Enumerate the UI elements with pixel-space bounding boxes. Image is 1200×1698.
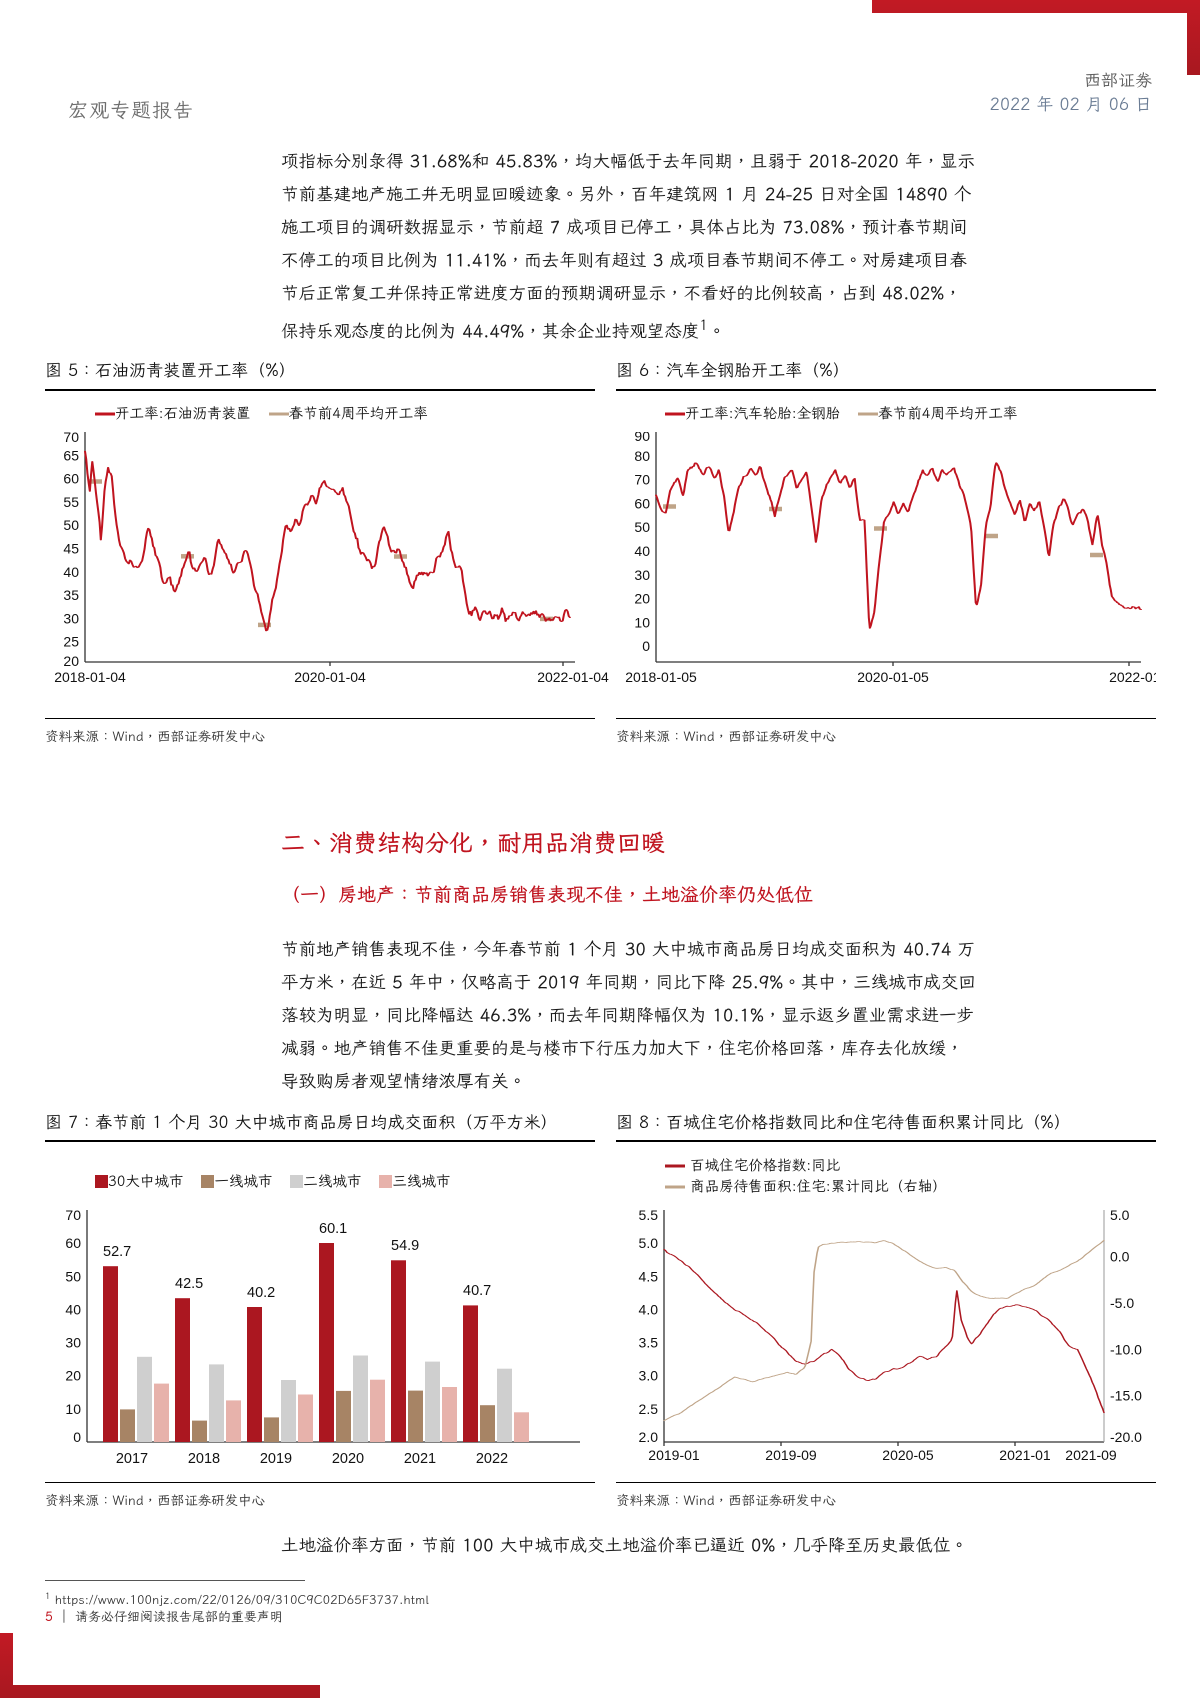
- svg-text:-10.0: -10.0: [1110, 1341, 1142, 1357]
- svg-text:45: 45: [63, 541, 79, 557]
- svg-text:2022: 2022: [476, 1451, 508, 1467]
- svg-text:65: 65: [63, 447, 79, 463]
- svg-text:60.1: 60.1: [319, 1221, 347, 1237]
- svg-text:3.0: 3.0: [639, 1368, 659, 1384]
- svg-text:2020: 2020: [332, 1451, 364, 1467]
- svg-text:70: 70: [63, 429, 79, 445]
- svg-text:2019-01: 2019-01: [648, 1447, 700, 1463]
- svg-text:30: 30: [634, 567, 650, 583]
- svg-text:50: 50: [65, 1268, 81, 1284]
- svg-text:2021-01: 2021-01: [999, 1447, 1051, 1463]
- svg-text:40: 40: [63, 564, 79, 580]
- svg-text:35: 35: [63, 587, 79, 603]
- svg-text:3.5: 3.5: [639, 1335, 659, 1351]
- svg-text:0: 0: [642, 638, 650, 654]
- svg-text:4.0: 4.0: [639, 1301, 659, 1317]
- svg-text:80: 80: [634, 448, 650, 464]
- svg-text:2018: 2018: [188, 1451, 220, 1467]
- svg-text:40: 40: [634, 543, 650, 559]
- svg-text:2021: 2021: [404, 1451, 436, 1467]
- svg-text:2.5: 2.5: [639, 1401, 659, 1417]
- svg-text:5.5: 5.5: [639, 1210, 659, 1223]
- svg-text:70: 70: [634, 472, 650, 488]
- svg-text:2.0: 2.0: [639, 1429, 659, 1445]
- svg-text:40.7: 40.7: [463, 1283, 491, 1299]
- svg-text:2018-01-04: 2018-01-04: [54, 669, 126, 685]
- svg-text:5.0: 5.0: [639, 1235, 659, 1251]
- svg-text:60: 60: [634, 495, 650, 511]
- svg-text:20: 20: [63, 653, 79, 669]
- svg-text:10: 10: [634, 614, 650, 630]
- svg-text:30: 30: [65, 1335, 81, 1351]
- svg-text:0.0: 0.0: [1110, 1249, 1130, 1265]
- svg-text:0: 0: [73, 1429, 81, 1445]
- svg-text:2022-01-0: 2022-01-0: [1109, 669, 1156, 685]
- svg-text:2022-01-04: 2022-01-04: [537, 669, 609, 685]
- svg-text:40: 40: [65, 1301, 81, 1317]
- svg-text:-5.0: -5.0: [1110, 1295, 1134, 1311]
- svg-text:40.2: 40.2: [247, 1285, 275, 1301]
- svg-text:25: 25: [63, 634, 79, 650]
- svg-text:2021-09: 2021-09: [1065, 1447, 1117, 1463]
- svg-text:2019-09: 2019-09: [765, 1447, 817, 1463]
- svg-text:50: 50: [634, 519, 650, 535]
- svg-text:2020-05: 2020-05: [882, 1447, 934, 1463]
- svg-text:2020-01-05: 2020-01-05: [857, 669, 929, 685]
- svg-text:20: 20: [634, 591, 650, 607]
- svg-text:70: 70: [65, 1210, 81, 1223]
- svg-text:4.5: 4.5: [639, 1268, 659, 1284]
- svg-text:54.9: 54.9: [391, 1238, 419, 1254]
- svg-text:60: 60: [65, 1235, 81, 1251]
- svg-text:55: 55: [63, 494, 79, 510]
- svg-text:2020-01-04: 2020-01-04: [294, 669, 366, 685]
- svg-text:30: 30: [63, 610, 79, 626]
- svg-text:-15.0: -15.0: [1110, 1388, 1142, 1404]
- svg-text:60: 60: [63, 471, 79, 487]
- svg-text:2018-01-05: 2018-01-05: [625, 669, 697, 685]
- svg-text:2017: 2017: [116, 1451, 148, 1467]
- svg-text:2019: 2019: [260, 1451, 292, 1467]
- svg-text:50: 50: [63, 517, 79, 533]
- svg-text:20: 20: [65, 1368, 81, 1384]
- svg-text:52.7: 52.7: [103, 1244, 131, 1260]
- svg-text:42.5: 42.5: [175, 1276, 203, 1292]
- svg-text:-20.0: -20.0: [1110, 1429, 1142, 1445]
- svg-text:10: 10: [65, 1401, 81, 1417]
- svg-text:5.0: 5.0: [1110, 1210, 1130, 1223]
- svg-text:90: 90: [634, 432, 650, 444]
